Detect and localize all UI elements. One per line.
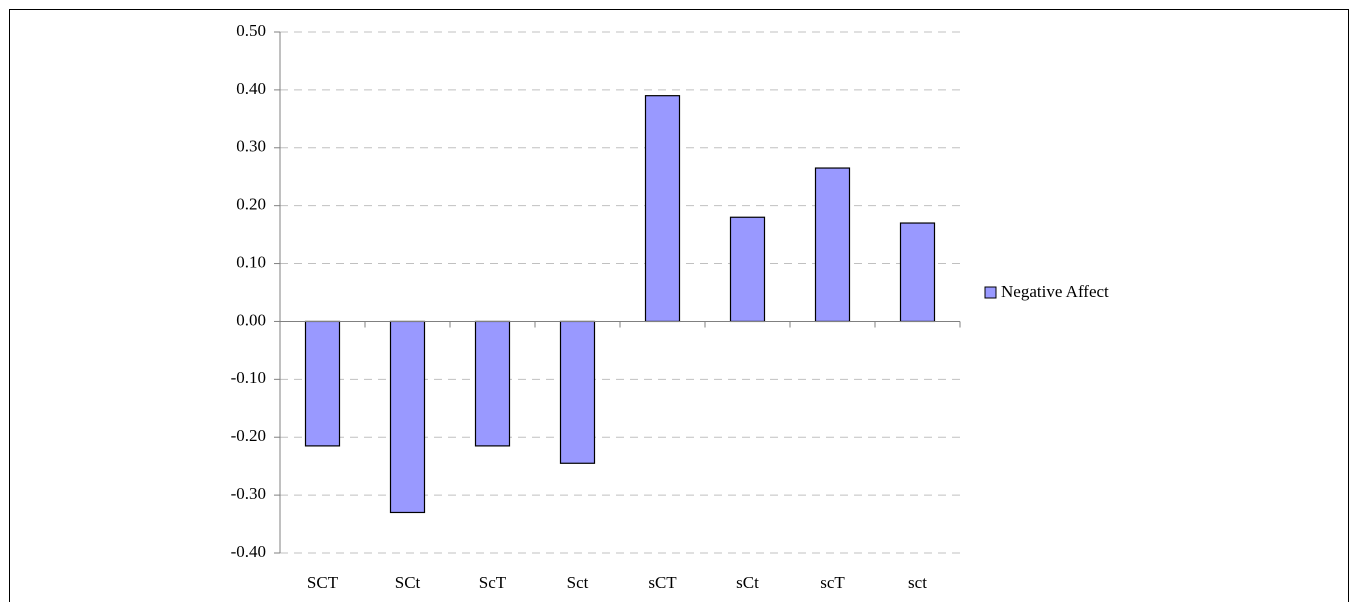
- bar: [814, 167, 851, 323]
- y-tick-label: -0.10: [231, 368, 266, 387]
- bar: [474, 320, 511, 447]
- y-tick-label: 0.30: [236, 137, 266, 156]
- y-tick-label: -0.30: [231, 484, 266, 503]
- x-tick-label: Sct: [567, 573, 589, 592]
- legend-swatch: [984, 286, 997, 299]
- y-tick-label: 0.20: [236, 195, 266, 214]
- x-tick-label: sCT: [648, 573, 677, 592]
- x-tick-label: SCT: [307, 573, 339, 592]
- x-tick-label: scT: [820, 573, 845, 592]
- bar: [899, 222, 936, 323]
- x-tick-label: SCt: [395, 573, 421, 592]
- chart-frame: [9, 9, 1349, 602]
- bar: [644, 95, 681, 323]
- bar: [389, 320, 426, 514]
- bar: [304, 320, 341, 447]
- bar: [729, 216, 766, 323]
- y-tick-label: 0.40: [236, 79, 266, 98]
- y-tick-label: 0.10: [236, 252, 266, 271]
- bar: [559, 320, 596, 464]
- y-tick-label: 0.00: [236, 310, 266, 329]
- y-tick-label: -0.40: [231, 542, 266, 561]
- legend-label: Negative Affect: [1001, 282, 1109, 301]
- x-tick-label: ScT: [479, 573, 507, 592]
- x-tick-label: sct: [908, 573, 927, 592]
- y-tick-label: 0.50: [236, 21, 266, 40]
- y-tick-label: -0.20: [231, 426, 266, 445]
- x-tick-label: sCt: [736, 573, 759, 592]
